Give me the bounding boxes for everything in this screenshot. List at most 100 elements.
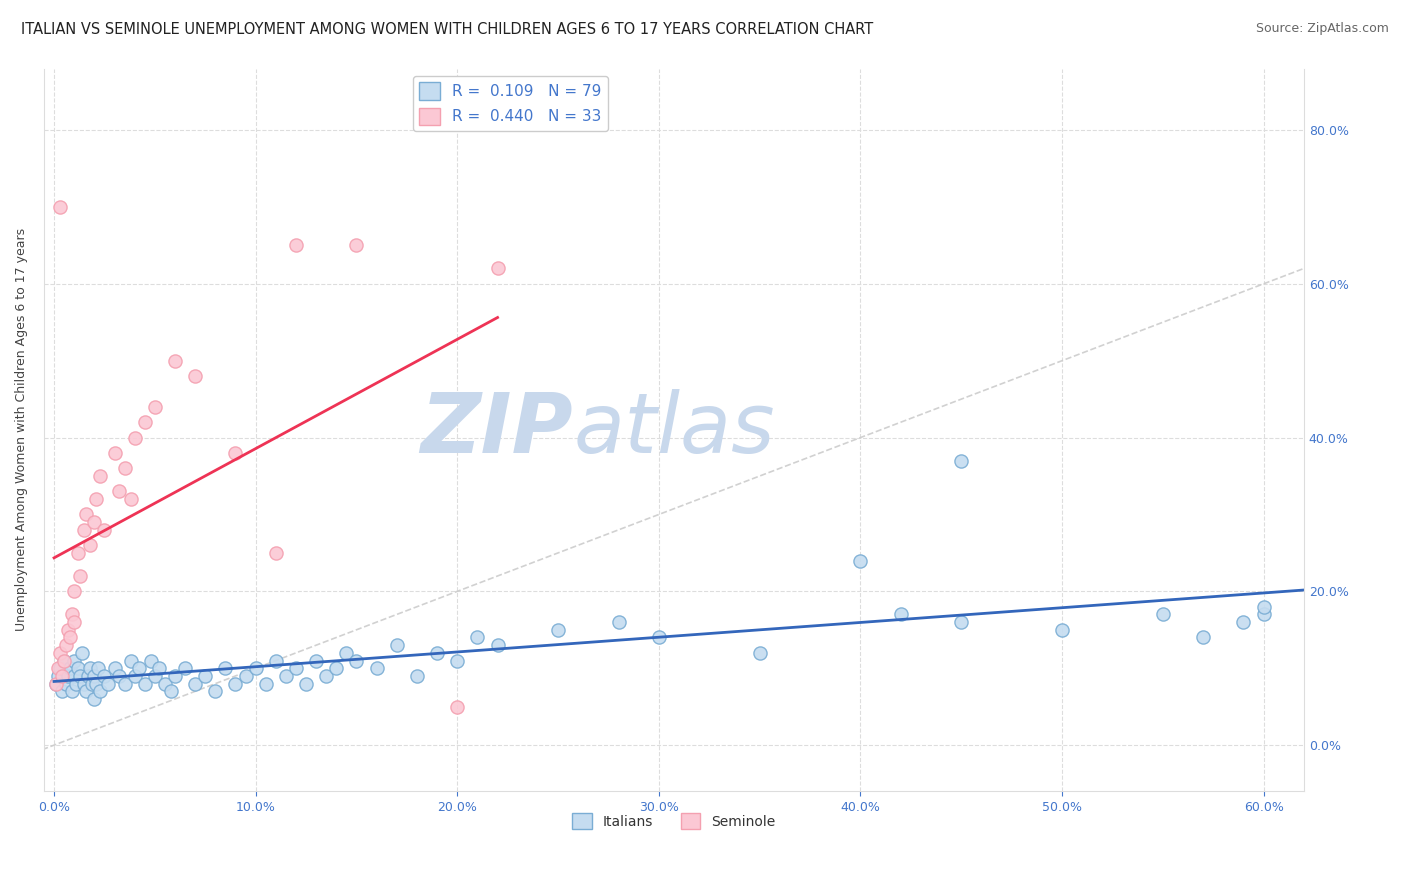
Point xyxy=(49,200,72,214)
Point xyxy=(56,623,79,637)
Point xyxy=(184,676,207,690)
Point xyxy=(950,453,973,467)
Point xyxy=(67,661,90,675)
Point xyxy=(748,646,770,660)
Point xyxy=(245,661,267,675)
Point xyxy=(224,676,246,690)
Point xyxy=(45,676,67,690)
Point xyxy=(107,669,129,683)
Point xyxy=(55,676,77,690)
Point xyxy=(79,661,101,675)
Point xyxy=(53,654,76,668)
Point xyxy=(120,654,142,668)
Point xyxy=(107,484,129,499)
Point xyxy=(83,669,105,683)
Point xyxy=(486,638,509,652)
Point xyxy=(124,431,146,445)
Point xyxy=(325,661,347,675)
Point xyxy=(224,446,246,460)
Point xyxy=(59,661,82,675)
Point xyxy=(72,646,94,660)
Point xyxy=(93,669,115,683)
Point xyxy=(607,615,630,629)
Point xyxy=(194,669,217,683)
Point xyxy=(86,492,108,507)
Point xyxy=(486,261,509,276)
Point xyxy=(950,615,973,629)
Point xyxy=(77,669,100,683)
Point xyxy=(55,638,77,652)
Point xyxy=(285,661,308,675)
Point xyxy=(235,669,257,683)
Point xyxy=(82,676,104,690)
Point xyxy=(59,631,82,645)
Point xyxy=(49,661,72,675)
Point xyxy=(56,669,79,683)
Point xyxy=(315,669,337,683)
Point xyxy=(467,631,489,645)
Point xyxy=(648,631,671,645)
Y-axis label: Unemployment Among Women with Children Ages 6 to 17 years: Unemployment Among Women with Children A… xyxy=(15,228,28,632)
Point xyxy=(184,369,207,384)
Point xyxy=(120,492,142,507)
Point xyxy=(134,415,156,429)
Point xyxy=(87,661,110,675)
Legend: Italians, Seminole: Italians, Seminole xyxy=(567,808,782,835)
Point xyxy=(148,661,170,675)
Point xyxy=(51,669,73,683)
Point xyxy=(163,353,186,368)
Point xyxy=(547,623,569,637)
Point xyxy=(86,676,108,690)
Point xyxy=(139,654,162,668)
Point xyxy=(69,569,91,583)
Point xyxy=(1253,607,1275,622)
Point xyxy=(385,638,408,652)
Point xyxy=(103,446,125,460)
Point xyxy=(406,669,429,683)
Point xyxy=(446,654,468,668)
Point xyxy=(73,523,96,537)
Point xyxy=(75,508,97,522)
Point xyxy=(426,646,449,660)
Point xyxy=(51,684,73,698)
Point xyxy=(53,654,76,668)
Point xyxy=(63,584,86,599)
Point xyxy=(46,661,69,675)
Point xyxy=(114,676,136,690)
Point xyxy=(1192,631,1215,645)
Point xyxy=(93,523,115,537)
Point xyxy=(305,654,328,668)
Point xyxy=(83,515,105,529)
Point xyxy=(366,661,388,675)
Point xyxy=(264,546,287,560)
Point xyxy=(264,654,287,668)
Point xyxy=(285,238,308,252)
Point xyxy=(67,546,90,560)
Point xyxy=(63,615,86,629)
Point xyxy=(103,661,125,675)
Point xyxy=(143,669,166,683)
Point xyxy=(60,684,83,698)
Point xyxy=(49,646,72,660)
Point xyxy=(204,684,226,698)
Point xyxy=(75,684,97,698)
Text: atlas: atlas xyxy=(574,390,775,470)
Point xyxy=(134,676,156,690)
Point xyxy=(79,538,101,552)
Point xyxy=(114,461,136,475)
Point xyxy=(890,607,912,622)
Text: ITALIAN VS SEMINOLE UNEMPLOYMENT AMONG WOMEN WITH CHILDREN AGES 6 TO 17 YEARS CO: ITALIAN VS SEMINOLE UNEMPLOYMENT AMONG W… xyxy=(21,22,873,37)
Point xyxy=(97,676,120,690)
Point xyxy=(45,676,67,690)
Point xyxy=(174,661,197,675)
Point xyxy=(346,654,368,668)
Text: Source: ZipAtlas.com: Source: ZipAtlas.com xyxy=(1256,22,1389,36)
Text: ZIP: ZIP xyxy=(420,390,574,470)
Point xyxy=(73,676,96,690)
Point xyxy=(274,669,297,683)
Point xyxy=(1232,615,1254,629)
Point xyxy=(83,692,105,706)
Point xyxy=(46,669,69,683)
Point xyxy=(63,654,86,668)
Point xyxy=(214,661,236,675)
